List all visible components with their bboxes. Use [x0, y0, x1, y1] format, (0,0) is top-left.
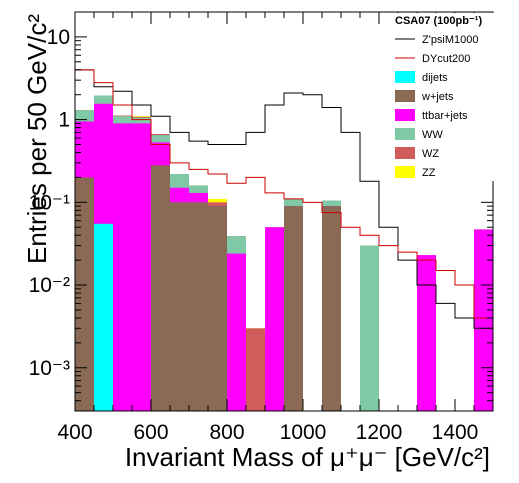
y-tick-label: 10⁻²	[29, 274, 70, 297]
bar-ttbar-jets	[132, 123, 151, 411]
legend-label-ttbar-jets: ttbar+jets	[422, 110, 468, 122]
legend-swatch-wz	[395, 147, 415, 159]
x-tick-label: 400	[57, 421, 92, 444]
bar-ttbar-jets	[113, 123, 132, 411]
bar-w-jets	[170, 202, 189, 411]
legend-label-ww: WW	[422, 129, 443, 141]
bar-dijets	[94, 223, 113, 411]
bar-ttbar-jets	[227, 253, 246, 411]
legend-title: CSA07 (100pb⁻¹)	[395, 15, 482, 27]
bar-w-jets	[151, 165, 170, 411]
line-dycut200	[75, 69, 493, 319]
histogram-lines	[75, 69, 493, 329]
x-axis-title: Invariant Mass of μ⁺μ⁻ [GeV/c²]	[125, 442, 490, 472]
axes	[74, 11, 494, 412]
bar-ttbar-jets	[265, 227, 284, 411]
stacked-bars	[75, 95, 493, 412]
x-tick-label: 1200	[356, 421, 403, 444]
x-tick-label: 600	[133, 421, 168, 444]
y-tick-label: 10⁻³	[29, 357, 70, 380]
bar-w-jets	[189, 202, 208, 411]
bar-wz	[246, 328, 265, 411]
legend-swatch-zz	[395, 166, 415, 178]
bar-ttbar-jets	[417, 255, 436, 411]
tick-labels: 400 600 800 1000 1200 1400 10⁻³ 10⁻² 10⁻¹ 1 10	[29, 26, 479, 444]
legend-swatch-ww	[395, 128, 415, 140]
y-tick-label: 10	[47, 26, 70, 49]
legend-label-dycut200: DYcut200	[422, 53, 470, 65]
x-tick-label: 800	[209, 421, 244, 444]
legend-label-dijets: dijets	[422, 72, 448, 84]
legend-items: Z'psiM1000 DYcut200 dijets w+jets ttbar+jets…	[395, 34, 479, 179]
bar-w-jets	[75, 177, 94, 411]
legend-swatch-w-jets	[395, 90, 415, 102]
x-tick-label: 1000	[280, 421, 327, 444]
bar-w-jets	[284, 206, 303, 411]
x-tick-label: 1400	[432, 421, 479, 444]
bar-ww	[360, 245, 379, 411]
legend-swatch-ttbar-jets	[395, 109, 415, 121]
legend-swatch-dijets	[395, 71, 415, 83]
line-z-psim1000	[75, 69, 493, 329]
legend: CSA07 (100pb⁻¹) Z'psiM1000 DYcut200 dijets…	[390, 13, 508, 181]
bar-w-jets	[322, 206, 341, 411]
bar-ttbar-jets	[474, 229, 493, 411]
legend-label-zz: ZZ	[422, 167, 436, 179]
legend-label-wz: WZ	[422, 148, 439, 160]
bar-w-jets	[208, 206, 227, 411]
legend-label-z-psim1000: Z'psiM1000	[422, 34, 479, 46]
legend-label-w-jets: w+jets	[421, 91, 454, 103]
y-tick-label: 1	[58, 109, 70, 132]
y-axis-title: Entries per 50 GeV/c²	[22, 14, 52, 264]
y-tick-label: 10⁻¹	[29, 191, 70, 214]
